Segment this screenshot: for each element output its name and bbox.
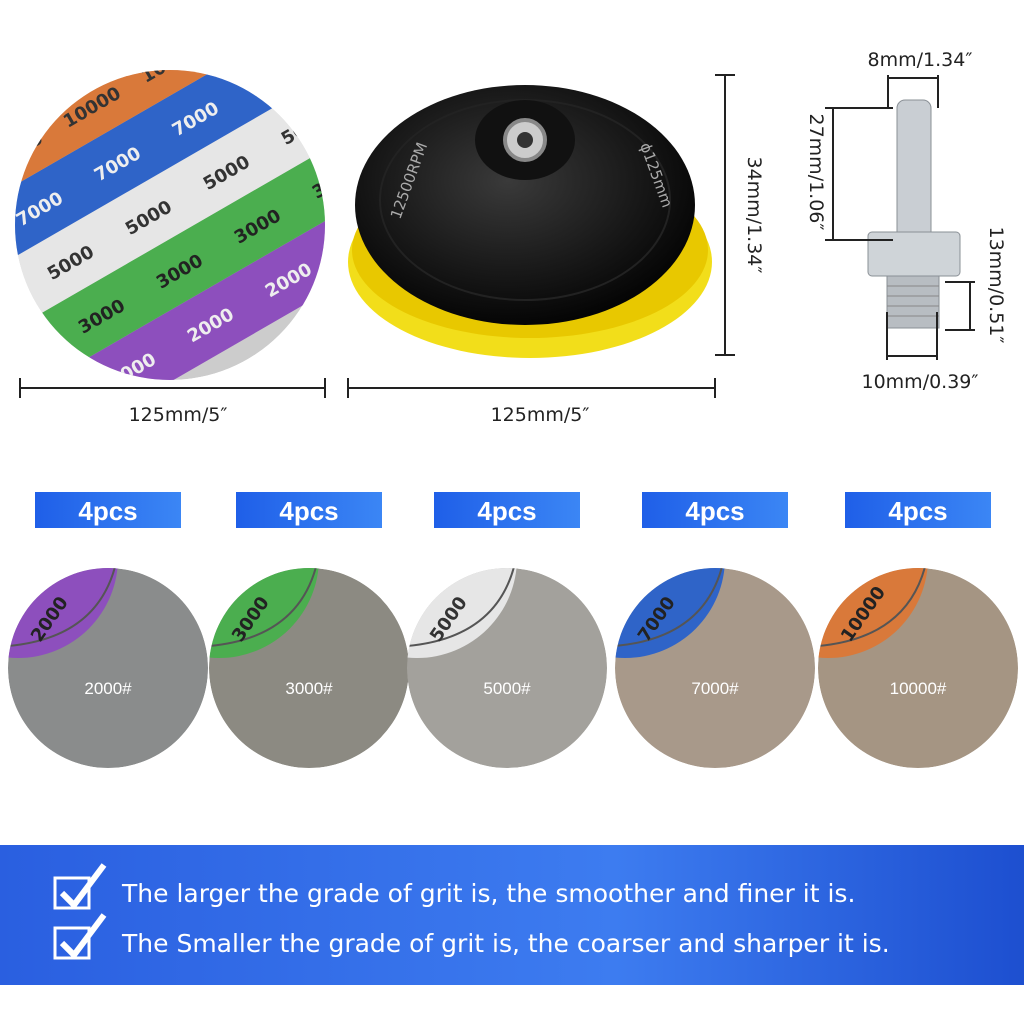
- quantity-label: 4pcs: [888, 496, 947, 526]
- grit-label: 7000#: [691, 679, 739, 698]
- peel-edge: [818, 568, 927, 647]
- disc-corner: [407, 568, 517, 658]
- quantity-label: 4pcs: [78, 496, 137, 526]
- check-box: [53, 926, 91, 960]
- stripe-label: 3000: [309, 160, 363, 203]
- dimension-label: 125mm/5″: [129, 404, 228, 426]
- peel-edge: [615, 568, 724, 647]
- grit-disc: [407, 568, 607, 768]
- check-box: [53, 876, 91, 910]
- quantity-badge: [35, 492, 181, 528]
- grit-stripe: [16, 174, 325, 380]
- quantity-badge: [236, 492, 382, 528]
- dimension-label: 27mm/1.06″: [805, 114, 827, 231]
- check-mark: [59, 863, 107, 910]
- notes-banner: [0, 845, 1024, 985]
- dimension-label: 10mm/0.39″: [862, 371, 979, 393]
- grit-stripe: [15, 70, 314, 239]
- dimension-label: 8mm/1.34″: [868, 49, 973, 71]
- dimensions: 125mm/5″ 125mm/5″ 34mm/1.34″: [19, 74, 765, 426]
- peel-edge: [8, 568, 117, 647]
- sample-disc: 2000200020002000300030003000300050005000…: [15, 0, 363, 380]
- grit-disc: [818, 568, 1018, 768]
- quantity-badge: [642, 492, 788, 528]
- grit-disc: [615, 568, 815, 768]
- quantity-label: 4pcs: [279, 496, 338, 526]
- disc-corner: [615, 568, 725, 658]
- shaft: 8mm/1.34″ 27mm/1.06″ 13mm/0.51″ 10mm/0.3…: [805, 49, 1007, 393]
- stripe-label: 5000: [278, 107, 332, 150]
- quantity-label: 4pcs: [477, 496, 536, 526]
- grit-label: 10000#: [890, 679, 947, 698]
- grit-disc: [209, 568, 409, 768]
- grit-disc: [8, 568, 208, 768]
- dimension-label: 125mm/5″: [491, 404, 590, 426]
- dimension-label: 34mm/1.34″: [743, 157, 765, 274]
- note-text: The Smaller the grade of grit is, the co…: [121, 929, 890, 958]
- quantity-badge: [434, 492, 580, 528]
- disc-corner: [8, 568, 118, 658]
- check-mark: [59, 913, 107, 960]
- note-text: The larger the grade of grit is, the smo…: [121, 879, 855, 908]
- grit-label: 5000#: [483, 679, 531, 698]
- quantity-label: 4pcs: [685, 496, 744, 526]
- peel-edge: [407, 568, 516, 647]
- grit-stripe: [15, 120, 325, 380]
- quantity-badge: [845, 492, 991, 528]
- disc-corner: [818, 568, 928, 658]
- backing-pad: 12500RPM ϕ125mm: [348, 85, 712, 358]
- grit-stripe: [15, 70, 325, 346]
- peel-edge: [209, 568, 318, 647]
- grit-label: 3000#: [285, 679, 333, 698]
- dimension-label: 13mm/0.51″: [985, 227, 1007, 344]
- stripe-label: 7000: [247, 53, 301, 96]
- stripe-label: 10000: [216, 0, 281, 42]
- disc-corner: [209, 568, 319, 658]
- grit-label: 2000#: [84, 679, 132, 698]
